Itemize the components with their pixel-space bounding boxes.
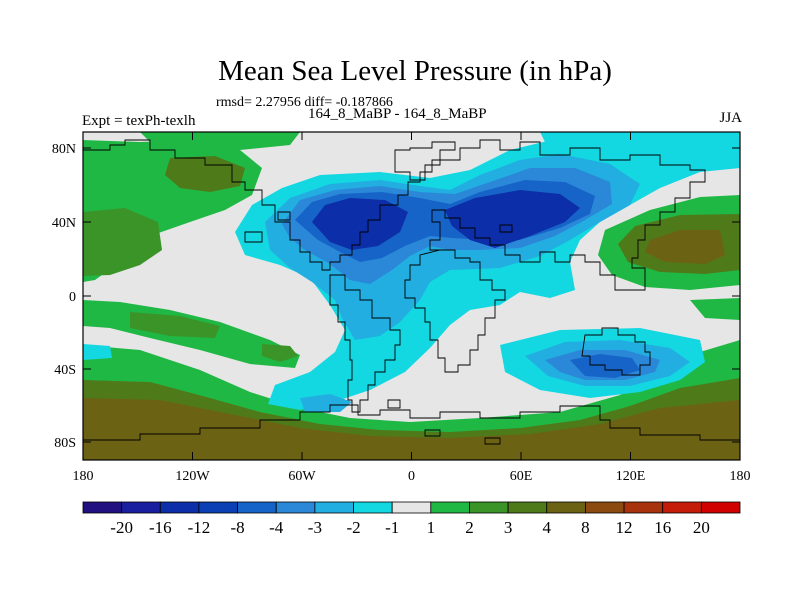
colorbar-label: 8: [581, 518, 590, 537]
coastlines: [83, 139, 740, 445]
y-tick-label: 40N: [52, 216, 76, 231]
colorbar-swatch: [469, 501, 509, 514]
y-axis-labels: 80N 40N 0 40S 80S: [52, 142, 76, 451]
colorbar-swatch: [700, 501, 741, 514]
colorbar-label: 12: [616, 518, 633, 537]
experiment-label: Expt = texPh-texlh: [82, 113, 196, 129]
colorbar-label: -2: [346, 518, 360, 537]
colorbar-labels: -20 -16 -12 -8 -4 -3 -2 -1 1 2 3 4 8 12 16 20: [110, 518, 710, 537]
y-tick-label: 0: [69, 290, 76, 305]
colorbar-swatch: [430, 501, 470, 514]
colorbar-label: 1: [427, 518, 436, 537]
colorbar-label: -16: [149, 518, 172, 537]
colorbar-swatch: [391, 501, 432, 514]
colorbar-label: -3: [308, 518, 322, 537]
coast-antarctica: [83, 404, 740, 441]
x-tick-label: 180: [73, 469, 94, 484]
y-tick-label: 80N: [52, 142, 76, 157]
map-field: [83, 132, 740, 460]
x-tick-label: 180: [730, 469, 751, 484]
colorbar-swatch: [82, 501, 123, 514]
season-label: JJA: [719, 110, 742, 126]
colorbar-swatch: [121, 501, 161, 514]
colorbar-label: -8: [231, 518, 245, 537]
colorbar-swatch: [159, 501, 200, 514]
x-tick-label: 120W: [175, 469, 210, 484]
coast-islands-south: [387, 399, 501, 445]
colorbar-swatch: [314, 501, 354, 514]
coast-greenland: [394, 141, 456, 181]
low-cyan-arctic: [540, 132, 740, 154]
x-axis-labels: 180 120W 60W 0 60E 120E 180: [73, 469, 751, 484]
colorbar-label: 16: [654, 518, 671, 537]
coast-south-america: [329, 274, 401, 413]
map-title: Mean Sea Level Pressure (in hPa): [218, 55, 612, 87]
y-axis-ticks: [83, 147, 740, 443]
colorbar-label: -12: [188, 518, 211, 537]
x-tick-label: 0: [408, 469, 415, 484]
arctic-edge-band: [140, 132, 300, 150]
colorbar-swatch: [585, 501, 625, 514]
colorbar-label: -20: [110, 518, 133, 537]
north-pacific-ridge-inner: [130, 312, 220, 338]
colorbar-swatch: [237, 501, 277, 514]
y-tick-label: 80S: [54, 436, 76, 451]
indian-ocean-patch: [690, 298, 740, 320]
coast-eurasia: [429, 139, 706, 291]
southern-ocean-band-core: [83, 398, 740, 460]
colorbar-swatch: [507, 501, 548, 514]
x-axis-ticks: [82, 132, 741, 460]
colorbar-swatch: [198, 501, 238, 514]
east-pacific-patch: [262, 344, 298, 362]
colorbar-swatch: [275, 501, 316, 514]
coast-australia: [581, 327, 651, 376]
coast-north-america: [83, 139, 440, 271]
colorbar-label: 20: [693, 518, 710, 537]
colorbar-label: 2: [465, 518, 474, 537]
x-tick-label: 60E: [510, 469, 533, 484]
colorbar-label: 4: [543, 518, 552, 537]
low-core-eurasia: [445, 190, 580, 248]
low-cyan-southwest: [83, 344, 112, 360]
colorbar-label: -4: [269, 518, 284, 537]
low-cyan-spot: [300, 394, 352, 412]
x-tick-label: 120E: [616, 469, 646, 484]
colorbar-swatch: [546, 501, 586, 514]
west-pacific-high-core: [645, 230, 725, 264]
statistics-subtitle: rmsd= 2.27956 diff= -0.187866: [216, 95, 393, 110]
coast-africa: [404, 249, 506, 373]
colorbar-label: -1: [385, 518, 399, 537]
colorbar-swatch: [662, 501, 702, 514]
north-pacific-high-inner: [83, 208, 162, 276]
y-tick-label: 40S: [54, 363, 76, 378]
x-tick-label: 60W: [288, 469, 316, 484]
colorbar-label: 3: [504, 518, 513, 537]
low-core-atlantic: [312, 198, 408, 250]
coast-islands-north: [244, 211, 513, 243]
colorbar: [82, 501, 741, 514]
colorbar-swatch: [623, 501, 664, 514]
comparison-label: 164_8_MaBP - 164_8_MaBP: [308, 106, 487, 122]
colorbar-swatch: [353, 501, 393, 514]
